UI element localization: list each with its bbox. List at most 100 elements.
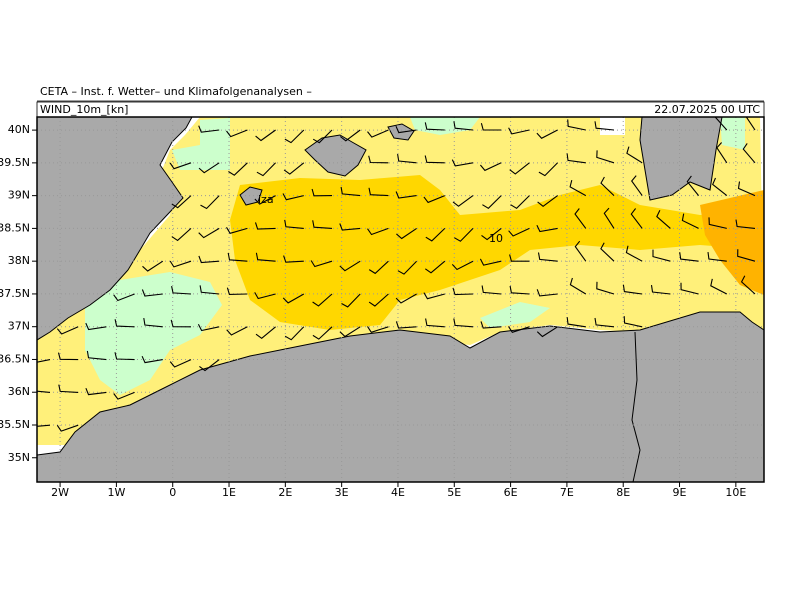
wind-barb [481,285,502,295]
wind-barb [198,255,220,264]
wind-barb [171,285,192,295]
wind-barb [114,352,135,361]
wind-barb [425,318,445,328]
map-area: 10 iza [37,117,764,482]
wind-barb [480,321,502,329]
y-tick-label: 36.5N [0,352,30,365]
y-tick-label: 37N [8,320,30,333]
wind-barb [142,260,164,272]
wind-barb [594,317,615,328]
wind-barb [594,121,615,131]
wind-barb [508,127,530,135]
wind-barb [395,321,417,329]
wind-barb [536,326,558,338]
wind-barb [169,162,192,170]
wind-barb [569,277,587,295]
wind-barb [569,179,587,197]
wind-field-weak [480,302,550,328]
wind-barb [368,260,389,275]
y-tick-label: 35N [8,451,30,464]
x-tick-label: 1W [107,486,125,499]
wind-field-weak [410,117,480,135]
wind-barb [141,355,163,364]
y-tick-label: 39N [8,189,30,202]
wind-barb [708,217,727,229]
map-frame [36,116,765,483]
wind-barb [536,129,558,139]
wind-barb [737,181,756,197]
wind-barb [508,326,530,333]
wind-barb [509,162,530,175]
wind-barb [226,129,248,138]
wind-barb [453,121,474,131]
wind-barb [452,287,474,296]
wind-barb [600,242,615,262]
x-tick-label: 9E [673,486,687,499]
wind-barb [745,117,756,131]
wind-barb [254,292,276,300]
wind-barb [198,162,220,174]
y-tick-label: 35.5N [0,418,30,431]
x-tick-label: 10E [725,486,746,499]
wind-field-strong [700,190,764,295]
wind-barb [339,129,361,142]
wind-barb [451,159,474,167]
wind-barb [656,210,671,229]
wind-barb [482,195,502,209]
wind-barb [255,252,276,262]
wind-barb [397,260,417,275]
wind-barb [113,293,135,302]
y-tick-label: 39.5N [0,156,30,169]
wind-barb [312,220,333,229]
wind-barb [37,390,51,393]
wind-field-10kn [230,175,764,330]
wind-barb [452,195,474,207]
wind-barb [312,129,333,144]
wind-barb [85,387,107,396]
wind-barb [681,213,699,229]
field-name: WIND_10m_[kn] [40,103,128,116]
x-tick-label: 3E [335,486,349,499]
x-tick-label: 1E [222,486,236,499]
wind-barb [652,249,671,262]
wind-barb [714,117,728,131]
wind-barb [339,223,361,231]
wind-barb [227,252,248,262]
wind-barb [367,227,389,236]
wind-barb [255,129,276,142]
wind-barb [740,275,756,295]
wind-barb [284,219,304,229]
wind-barb [680,282,699,295]
wind-field-weak [720,117,745,150]
grid [37,117,764,482]
x-tick-label: 0 [169,486,176,499]
wind-barb [742,143,756,164]
wind-barb [622,284,643,295]
land-africa [37,311,764,482]
wind-barb [650,285,671,295]
wind-barb [479,258,502,266]
wind-barb [423,292,445,300]
wind-barb [114,319,135,328]
wind-barb [396,227,417,240]
wind-barb [574,240,587,262]
wind-barb [567,119,586,131]
x-tick-label: 2E [278,486,292,499]
wind-barb [254,222,276,230]
wind-barb [451,260,474,271]
wind-barb [311,188,333,197]
wind-barb [481,227,502,241]
wind-barb [141,289,163,297]
wind-barb [508,227,530,237]
wind-barb [282,293,305,304]
wind-barb [566,317,586,328]
wind-barb [283,255,304,263]
wind-barb [56,424,79,432]
wind-barb [282,193,304,201]
wind-barb [199,359,220,372]
wind-barb [340,186,361,197]
wind-barb [424,155,445,164]
wind-barb [368,155,389,164]
wind-barb [397,154,417,164]
